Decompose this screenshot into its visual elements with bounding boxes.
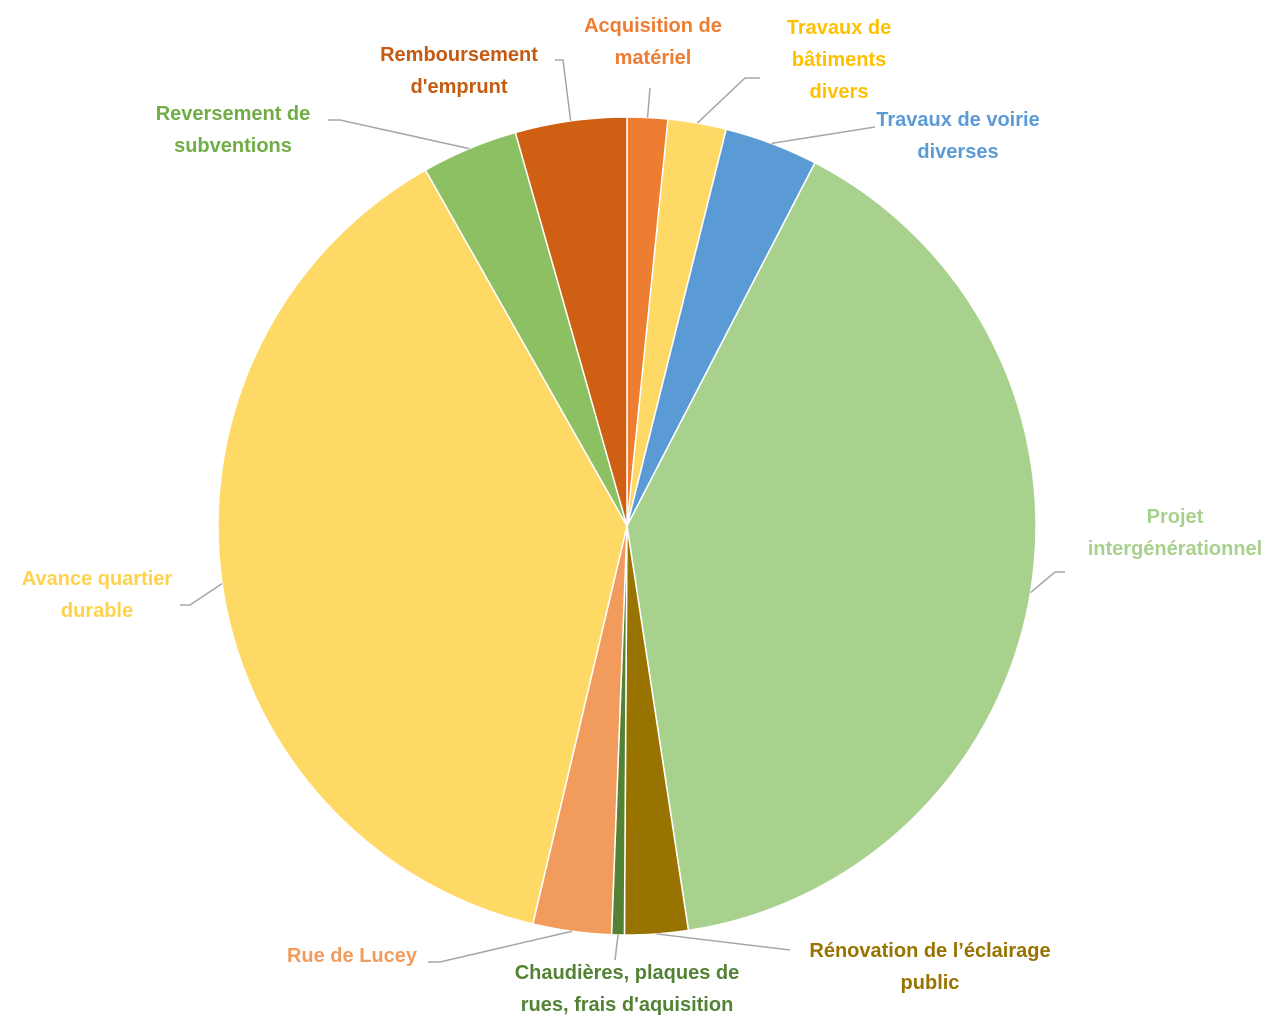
leader-line <box>428 930 573 963</box>
pie-slice <box>626 161 1037 932</box>
leader-line <box>646 87 651 118</box>
leader-line <box>180 583 223 606</box>
pie-slice <box>514 116 628 527</box>
slice-label: Reversement de subventions <box>155 103 311 157</box>
slice-label: Acquisition de matériel <box>584 15 722 69</box>
leader-line <box>328 119 470 150</box>
slice-label: Rue de Lucey <box>286 945 418 967</box>
slice-label: Travaux de voirie diverses <box>876 109 1040 163</box>
slice-label: Travaux de bâtiments divers <box>786 17 892 103</box>
leader-line <box>614 934 619 961</box>
leader-line <box>656 933 791 951</box>
leader-line <box>696 77 760 124</box>
slice-label: Projet intergénérationnel <box>1087 506 1263 560</box>
slice-label: Chaudières, plaques de rues, frais d'aqu… <box>514 962 740 1016</box>
leader-line <box>1030 571 1065 594</box>
slice-label: Remboursement d'emprunt <box>380 44 538 98</box>
leader-line <box>771 126 876 145</box>
leader-line <box>555 59 572 121</box>
slice-label: Avance quartier durable <box>21 568 173 622</box>
pie-slice <box>217 169 628 925</box>
slice-label: Rénovation de l’éclairage public <box>809 940 1051 994</box>
